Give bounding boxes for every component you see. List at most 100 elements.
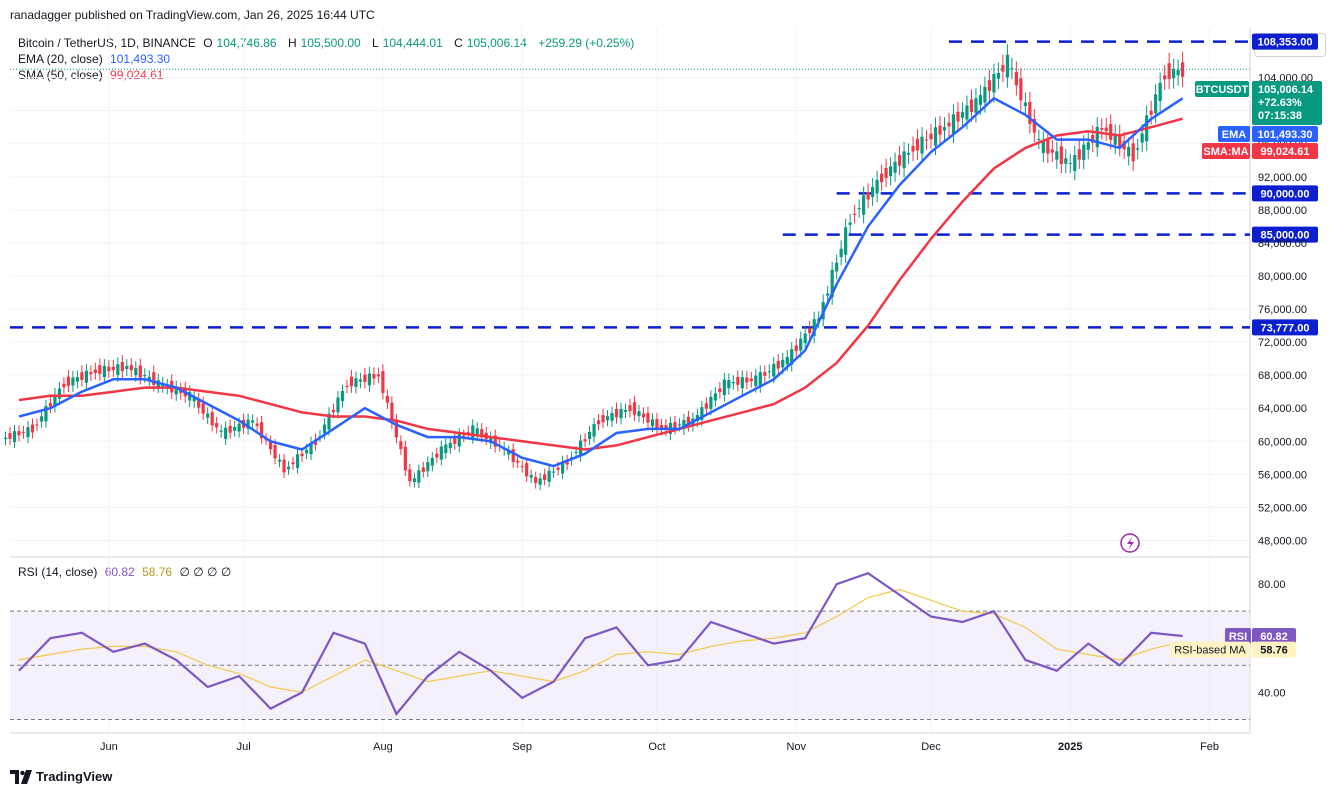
candle-body <box>565 460 569 465</box>
candle-body <box>848 222 852 225</box>
candle-body <box>1091 135 1095 143</box>
rsi-legend[interactable]: RSI (14, close) 60.82 58.76 ∅ ∅ ∅ ∅ <box>18 564 235 580</box>
candle-body <box>111 366 115 371</box>
time-tick-label: Jun <box>100 741 118 753</box>
candle-body <box>727 380 731 389</box>
candle-body <box>1095 126 1099 148</box>
ema-value-badge: 101,493.30 <box>1257 129 1312 141</box>
sma-tag-bg <box>1202 143 1250 159</box>
candle-body <box>933 127 938 146</box>
candle-body <box>1082 144 1086 160</box>
published-header: ranadagger published on TradingView.com,… <box>10 8 375 22</box>
candle-body <box>1086 142 1090 150</box>
candle-body <box>66 376 71 386</box>
candle-body <box>1046 139 1050 154</box>
candle-body <box>767 371 771 373</box>
candle-body <box>987 80 992 91</box>
candle-body <box>331 409 336 413</box>
candle-body <box>1077 149 1081 160</box>
candle-body <box>251 420 255 423</box>
flash-icon[interactable] <box>1120 533 1140 553</box>
price-tick-label: 48,000.00 <box>1258 535 1307 547</box>
candle-body <box>812 319 816 336</box>
candle-body <box>1032 118 1036 133</box>
candle-body <box>376 374 381 377</box>
candle-body <box>462 435 466 437</box>
rsi-ma-legend-value: 58.76 <box>142 565 173 579</box>
candle-body <box>125 365 129 370</box>
candle-body <box>830 269 834 298</box>
candle-body <box>471 425 475 438</box>
candle-body <box>1010 68 1014 70</box>
candle-body <box>480 429 484 437</box>
ema-line <box>18 96 1184 468</box>
candle-body <box>1149 110 1153 115</box>
candle-body <box>17 431 21 436</box>
candle-body <box>965 105 969 120</box>
symbol-tag-bg <box>1195 81 1249 97</box>
candle-body <box>48 402 53 407</box>
candle-body <box>650 419 655 427</box>
candle-body <box>304 449 309 454</box>
candle-body <box>327 413 331 430</box>
rsi-tick-label: 40.00 <box>1258 687 1286 699</box>
price-badges: BTCUSDT 105,006.14+72.63%07:15:38 EMA 101,4… <box>1170 81 1322 658</box>
candle-body <box>1140 133 1144 143</box>
price-tick-label: 60,000.00 <box>1258 436 1307 448</box>
candle-body <box>84 370 88 383</box>
candle-body <box>655 419 659 429</box>
candle-body <box>1118 134 1122 147</box>
change-value: +259.29 (+0.25%) <box>538 36 635 50</box>
candle-body <box>799 338 803 351</box>
candle-body <box>983 86 987 103</box>
rsi-ma-value-badge-bg <box>1252 641 1296 658</box>
close-value: 105,006.14 <box>466 36 527 50</box>
candle-body <box>924 139 929 141</box>
candle-body <box>906 152 911 155</box>
ema-legend[interactable]: EMA (20, close) 101,493.30 <box>18 51 174 67</box>
price-tick-label: 92,000.00 <box>1258 172 1307 184</box>
sma-legend[interactable]: SMA (50, close) 99,024.61 <box>18 67 167 83</box>
candle-body <box>116 364 120 376</box>
candle-body <box>956 111 960 122</box>
candle-body <box>736 376 740 385</box>
candle-body <box>192 397 196 402</box>
candle-body <box>1019 78 1023 101</box>
candle-body <box>21 431 26 433</box>
candle-body <box>574 451 578 454</box>
candle-body <box>534 477 538 484</box>
symbol-title[interactable]: Bitcoin / TetherUS, 1D, BINANCE <box>18 36 196 50</box>
candle-body <box>3 437 8 440</box>
candle-body <box>372 374 376 379</box>
candle-body <box>722 379 726 396</box>
rsi-value-badge-bg <box>1252 628 1296 645</box>
footer-brand[interactable]: TradingView <box>10 769 112 784</box>
candle-body <box>785 356 789 365</box>
candle-body <box>421 467 425 472</box>
candle-body <box>98 365 102 374</box>
ema-legend-label: EMA (20, close) <box>18 52 103 66</box>
candle-body <box>709 396 713 409</box>
candle-body <box>295 454 300 468</box>
sma-legend-value: 99,024.61 <box>110 68 164 82</box>
price-tick-label: 88,000.00 <box>1258 205 1307 217</box>
candle-body <box>1005 54 1009 78</box>
rsi-line <box>18 571 1183 717</box>
candle-body <box>233 426 237 431</box>
candle-body <box>340 390 345 402</box>
candle-body <box>839 248 843 257</box>
candles <box>3 44 1185 491</box>
candle-body <box>426 462 430 472</box>
candle-body <box>210 412 214 426</box>
sma-line <box>18 117 1183 451</box>
candle-body <box>71 377 75 386</box>
level-label: 108,353.00 <box>1257 37 1312 49</box>
candle-body <box>1073 155 1077 172</box>
candle-body <box>592 424 596 437</box>
candle-body <box>920 136 924 154</box>
candle-body <box>866 192 870 200</box>
candle-body <box>776 360 780 369</box>
candle-body <box>826 293 830 296</box>
candle-body <box>992 74 996 93</box>
